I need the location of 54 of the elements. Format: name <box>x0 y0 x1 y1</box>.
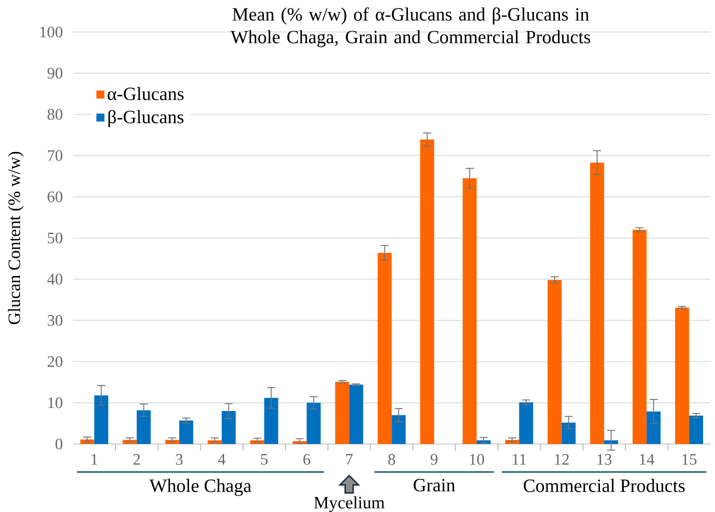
x-tick-label: 7 <box>346 454 353 465</box>
bar <box>562 422 576 444</box>
bar <box>136 410 151 444</box>
y-tick-label: 20 <box>48 356 62 367</box>
bar <box>349 384 364 444</box>
chart-title: Mean (% w/w) of α-Glucans and β-Glucans in Whole Chaga, Grain and Commercial Products <box>230 7 590 48</box>
bar <box>392 415 406 444</box>
bar <box>632 230 647 444</box>
x-tick-label: 8 <box>388 454 396 465</box>
y-tick-label: 60 <box>48 191 62 202</box>
x-tick-label: 6 <box>303 454 310 465</box>
x-tick-label: 12 <box>555 454 569 465</box>
bar <box>94 395 108 444</box>
legend-label: β-Glucans <box>108 110 184 128</box>
y-tick-label: 0 <box>56 438 62 450</box>
bar <box>378 252 392 444</box>
text: Commercial Products <box>524 478 685 492</box>
x-tick-label: 14 <box>640 454 654 465</box>
y-tick-label: 80 <box>48 109 62 120</box>
bar <box>646 411 661 444</box>
x-tick-label: 15 <box>682 454 696 465</box>
bar <box>222 411 236 444</box>
bar <box>420 140 434 444</box>
y-tick-label: 50 <box>48 232 62 244</box>
bar <box>675 308 690 444</box>
bar <box>335 382 350 444</box>
bar <box>264 398 278 444</box>
text: Grain <box>414 478 456 492</box>
x-tick-label: 13 <box>598 454 612 465</box>
y-tick-label: 70 <box>48 150 62 161</box>
x-tick-label: 5 <box>261 454 268 465</box>
bar <box>689 416 704 444</box>
x-tick-label: 9 <box>430 454 438 465</box>
bar <box>462 178 477 444</box>
x-tick-label: 1 <box>92 454 98 465</box>
bar <box>548 280 562 444</box>
y-axis-title: Glucan Content (% w/w) <box>8 152 24 324</box>
bar <box>306 402 321 444</box>
y-tick-label: 30 <box>48 315 62 326</box>
text: Whole Chaga <box>149 478 252 496</box>
text: Mycelium <box>314 496 385 512</box>
x-tick-label: 3 <box>176 454 183 465</box>
x-tick-label: 2 <box>133 454 140 465</box>
x-tick-label: 11 <box>512 454 526 465</box>
y-tick-label: 40 <box>47 274 62 285</box>
x-tick-label: 4 <box>218 454 226 465</box>
bar <box>590 162 604 444</box>
bar <box>179 420 194 444</box>
y-tick-label: 100 <box>40 26 62 38</box>
y-tick-label: 90 <box>47 68 62 79</box>
y-tick-label: 10 <box>48 397 62 408</box>
x-tick-label: 10 <box>470 454 484 465</box>
bar <box>519 402 534 444</box>
legend-label: α-Glucans <box>108 87 184 100</box>
